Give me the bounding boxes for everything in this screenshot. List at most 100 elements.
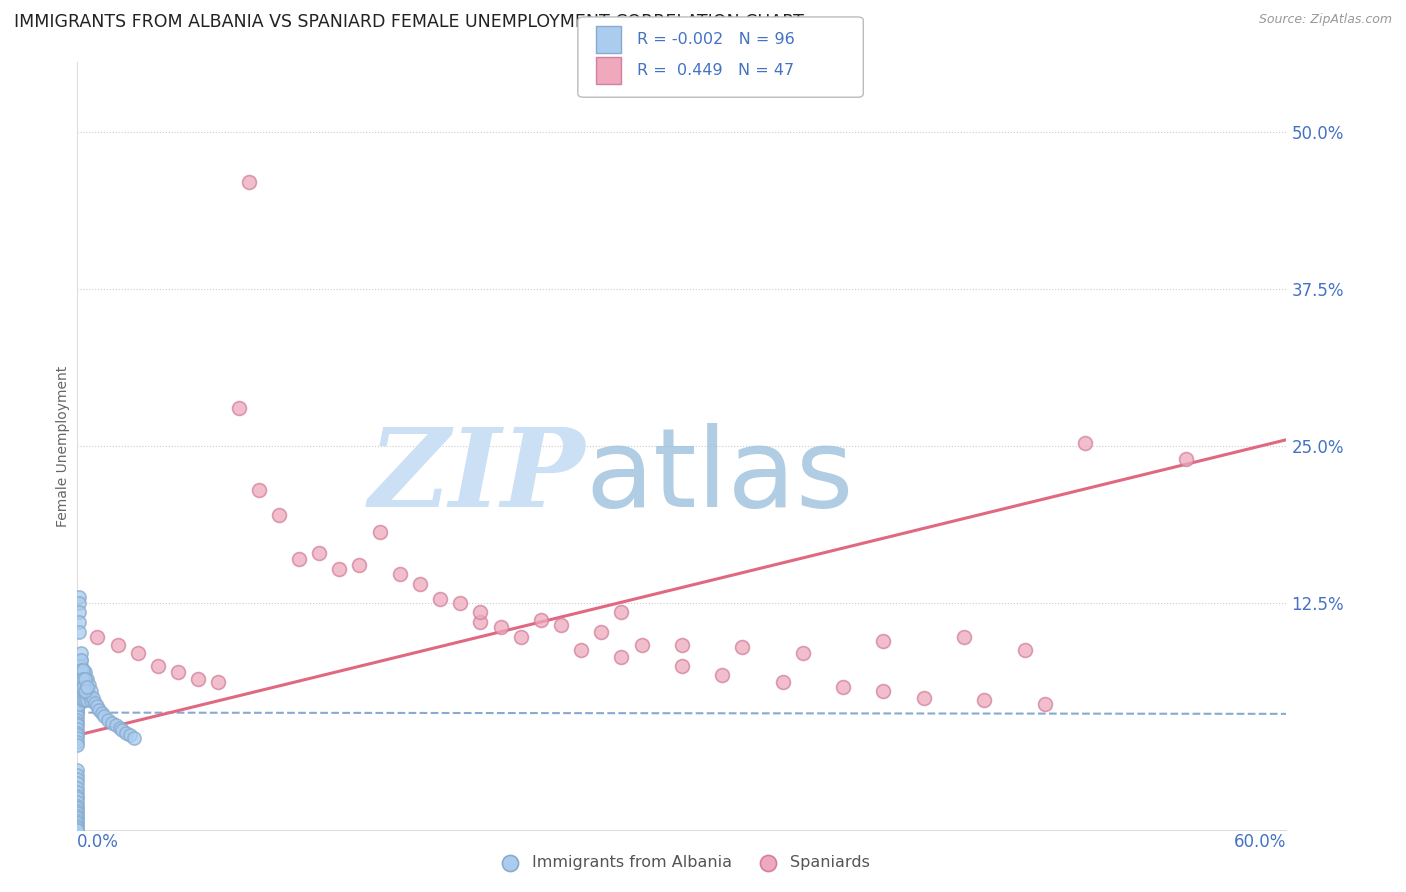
Point bbox=[72, 684, 94, 698]
Text: R =  0.449   N = 47: R = 0.449 N = 47 bbox=[637, 63, 794, 78]
Point bbox=[70, 659, 93, 673]
Point bbox=[671, 659, 693, 673]
Point bbox=[72, 681, 94, 695]
Point bbox=[953, 630, 976, 644]
Point bbox=[72, 675, 94, 690]
Point bbox=[1074, 436, 1097, 450]
Point bbox=[70, 663, 93, 677]
Point bbox=[368, 524, 391, 539]
Point bbox=[67, 678, 90, 692]
Point bbox=[66, 822, 89, 836]
Point bbox=[66, 678, 89, 692]
Point bbox=[66, 709, 89, 723]
Point bbox=[66, 772, 89, 787]
Point bbox=[76, 672, 98, 686]
Text: atlas: atlas bbox=[585, 423, 853, 530]
Point bbox=[66, 822, 89, 837]
Point bbox=[772, 675, 794, 690]
Point bbox=[66, 808, 89, 822]
Point bbox=[66, 819, 89, 833]
Point bbox=[470, 605, 492, 619]
Point bbox=[449, 596, 471, 610]
Point bbox=[146, 659, 169, 673]
Point bbox=[66, 690, 89, 705]
Point bbox=[70, 690, 93, 705]
Point bbox=[86, 630, 108, 644]
Point bbox=[912, 690, 935, 705]
Point bbox=[66, 728, 89, 742]
Point bbox=[70, 684, 93, 698]
Point bbox=[67, 697, 90, 711]
Point bbox=[76, 681, 98, 695]
Point bbox=[409, 577, 432, 591]
Point bbox=[872, 634, 894, 648]
Point bbox=[70, 668, 93, 682]
Point bbox=[66, 776, 89, 790]
Point bbox=[66, 780, 89, 795]
Point bbox=[70, 653, 93, 667]
Point bbox=[66, 713, 89, 727]
Point bbox=[66, 814, 89, 828]
Point bbox=[66, 804, 89, 818]
Point bbox=[66, 734, 89, 748]
Point bbox=[75, 672, 97, 686]
Point bbox=[118, 728, 141, 742]
Point bbox=[79, 688, 101, 702]
Point bbox=[349, 558, 371, 573]
Point bbox=[111, 723, 134, 738]
Point bbox=[67, 625, 90, 640]
Point bbox=[70, 672, 93, 686]
Point bbox=[872, 684, 894, 698]
Point bbox=[114, 725, 136, 739]
Point bbox=[79, 678, 101, 692]
Point bbox=[429, 592, 451, 607]
Point bbox=[72, 663, 94, 677]
Point bbox=[67, 672, 90, 686]
Point bbox=[67, 605, 90, 619]
Point bbox=[610, 650, 633, 665]
Text: IMMIGRANTS FROM ALBANIA VS SPANIARD FEMALE UNEMPLOYMENT CORRELATION CHART: IMMIGRANTS FROM ALBANIA VS SPANIARD FEMA… bbox=[14, 13, 804, 31]
Point bbox=[127, 647, 149, 661]
Point bbox=[167, 665, 190, 680]
Point bbox=[66, 688, 89, 702]
Point bbox=[66, 697, 89, 711]
Point bbox=[671, 638, 693, 652]
Point bbox=[591, 625, 613, 640]
Point bbox=[66, 791, 89, 805]
Point bbox=[80, 684, 103, 698]
Point bbox=[75, 684, 97, 698]
Point bbox=[93, 709, 115, 723]
Point bbox=[66, 703, 89, 717]
Point bbox=[76, 693, 98, 707]
Point bbox=[66, 718, 89, 732]
Point bbox=[66, 811, 89, 825]
Point bbox=[107, 638, 129, 652]
Point bbox=[530, 613, 553, 627]
Text: 60.0%: 60.0% bbox=[1234, 833, 1286, 851]
Point bbox=[75, 693, 97, 707]
Text: Source: ZipAtlas.com: Source: ZipAtlas.com bbox=[1258, 13, 1392, 27]
Point bbox=[75, 672, 97, 686]
Point bbox=[66, 768, 89, 782]
Point bbox=[328, 562, 350, 576]
Point bbox=[711, 668, 734, 682]
Point bbox=[1014, 642, 1036, 657]
Point bbox=[66, 739, 89, 753]
Point bbox=[308, 546, 330, 560]
Point bbox=[72, 693, 94, 707]
Point bbox=[792, 647, 814, 661]
Point bbox=[66, 725, 89, 739]
Point bbox=[67, 615, 90, 629]
Point bbox=[550, 617, 572, 632]
Point bbox=[90, 706, 112, 720]
Point bbox=[70, 653, 93, 667]
Point bbox=[75, 684, 97, 698]
Point bbox=[76, 684, 98, 698]
Point bbox=[228, 401, 250, 416]
Point bbox=[509, 630, 531, 644]
Point bbox=[187, 672, 209, 686]
Point bbox=[104, 718, 127, 732]
Point bbox=[66, 681, 89, 695]
Point bbox=[66, 785, 89, 799]
Point bbox=[96, 713, 118, 727]
